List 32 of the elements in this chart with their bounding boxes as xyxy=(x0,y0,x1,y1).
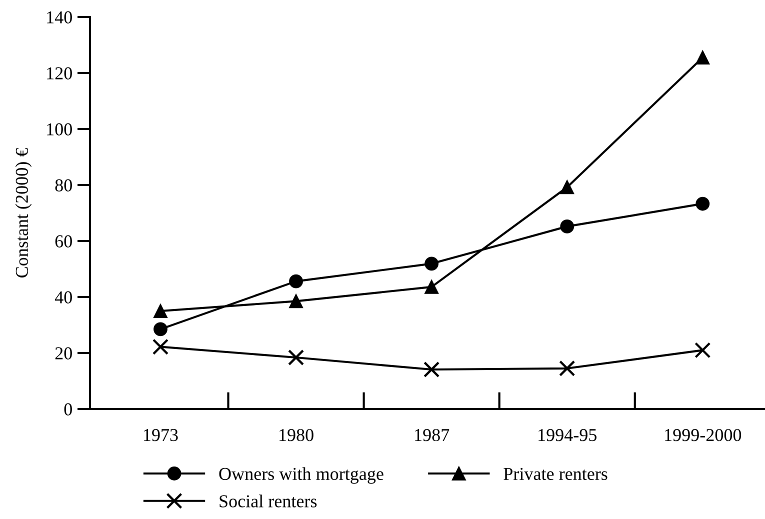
point xyxy=(289,274,303,288)
y-tick-label: 60 xyxy=(55,235,72,248)
y-axis-title: Constant (2000) € xyxy=(15,148,32,278)
y-tick-label: 140 xyxy=(47,11,72,24)
point xyxy=(152,338,169,355)
x-tick-label: 1973 xyxy=(144,429,178,442)
point xyxy=(560,219,574,234)
legend-label: Owners with mortgage xyxy=(219,467,384,484)
point xyxy=(424,280,439,294)
point xyxy=(289,294,303,308)
y-tick-label: 20 xyxy=(55,347,72,360)
x-tick-label: 1999-2000 xyxy=(665,428,742,442)
point xyxy=(696,50,710,65)
x-tick-label: 1987 xyxy=(415,428,450,442)
legend-label: Social renters xyxy=(220,494,317,508)
point xyxy=(154,304,168,318)
y-tick-label: 0 xyxy=(64,403,72,416)
point xyxy=(694,342,711,358)
y-tick-label: 100 xyxy=(47,123,72,136)
y-tick-label: 40 xyxy=(54,291,72,304)
point xyxy=(696,196,710,211)
point xyxy=(559,360,576,376)
point xyxy=(154,322,168,336)
point xyxy=(424,361,440,378)
x-tick-label: 1994-95 xyxy=(538,429,596,442)
point xyxy=(288,349,304,366)
y-tick-label: 120 xyxy=(47,67,72,80)
point xyxy=(424,256,439,271)
legend-label: Private renters xyxy=(504,468,608,480)
x-tick-label: 1980 xyxy=(280,428,314,442)
point xyxy=(560,180,574,194)
y-tick-label: 80 xyxy=(55,179,72,192)
